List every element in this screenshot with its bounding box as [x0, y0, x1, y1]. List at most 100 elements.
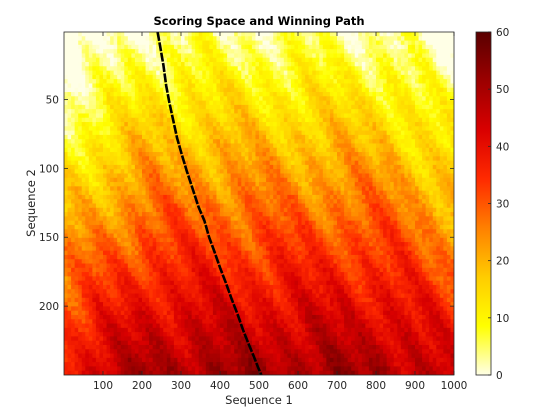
heatmap-cell — [74, 87, 79, 93]
heatmap-cell — [368, 207, 374, 213]
heatmap-cell — [262, 212, 267, 217]
heatmap-cell — [422, 109, 427, 115]
heatmap-cell — [78, 83, 83, 89]
heatmap-cell — [127, 126, 132, 132]
heatmap-cell — [195, 152, 200, 157]
heatmap-cell — [322, 212, 327, 217]
heatmap-cell — [390, 186, 395, 192]
heatmap-cell — [88, 186, 93, 192]
heatmap-cell — [251, 44, 257, 50]
heatmap-cell — [411, 216, 416, 222]
heatmap-cell — [202, 207, 207, 213]
heatmap-cell — [251, 182, 257, 187]
heatmap-cell — [383, 62, 388, 67]
heatmap-cell — [184, 32, 189, 37]
heatmap-cell — [439, 126, 444, 132]
heatmap-cell — [315, 79, 320, 85]
heatmap-cell — [127, 203, 132, 209]
heatmap-cell — [198, 160, 203, 166]
heatmap-cell — [294, 44, 299, 50]
heatmap-cell — [127, 160, 132, 166]
heatmap-cell — [120, 92, 125, 97]
heatmap-cell — [365, 44, 370, 50]
heatmap-cell — [354, 164, 359, 170]
heatmap-cell — [142, 32, 147, 37]
heatmap-cell — [85, 92, 90, 97]
heatmap-cell — [85, 32, 90, 37]
heatmap-cell — [407, 49, 413, 55]
heatmap-cell — [134, 74, 140, 80]
heatmap-cell — [329, 109, 335, 115]
heatmap-cell — [372, 36, 377, 42]
heatmap-cell — [397, 203, 402, 209]
heatmap-cell — [251, 212, 257, 217]
heatmap-cell — [156, 207, 161, 213]
heatmap-cell — [195, 74, 200, 80]
heatmap-cell — [422, 190, 427, 196]
heatmap-cell — [415, 49, 420, 55]
heatmap-cell — [305, 173, 310, 179]
heatmap-cell — [166, 62, 171, 67]
heatmap-cell — [124, 194, 129, 200]
heatmap-cell — [103, 117, 108, 123]
heatmap-cell — [383, 57, 388, 63]
heatmap-cell — [255, 164, 260, 170]
heatmap-cell — [383, 216, 388, 222]
heatmap-cell — [212, 169, 218, 175]
heatmap-cell — [145, 113, 150, 119]
heatmap-cell — [276, 66, 281, 72]
heatmap-cell — [361, 160, 366, 166]
heatmap-cell — [276, 177, 281, 183]
heatmap-cell — [280, 173, 285, 179]
heatmap-cell — [127, 122, 132, 127]
heatmap-cell — [404, 199, 409, 205]
heatmap-cell — [290, 87, 296, 93]
heatmap-cell — [223, 190, 228, 196]
heatmap-cell — [71, 126, 76, 132]
heatmap-cell — [404, 177, 409, 183]
heatmap-cell — [326, 74, 331, 80]
heatmap-cell — [149, 49, 154, 55]
heatmap-cell — [305, 83, 310, 89]
heatmap-cell — [439, 74, 444, 80]
heatmap-cell — [269, 92, 274, 97]
heatmap-cell — [103, 40, 108, 46]
heatmap-cell — [259, 182, 264, 187]
heatmap-cell — [450, 220, 454, 226]
heatmap-cell — [237, 169, 242, 175]
heatmap-cell — [407, 139, 413, 145]
heatmap-cell — [241, 109, 246, 115]
heatmap-cell — [152, 66, 157, 72]
heatmap-cell — [198, 126, 203, 132]
heatmap-cell — [361, 203, 366, 209]
heatmap-cell — [446, 62, 452, 67]
heatmap-cell — [106, 152, 111, 157]
heatmap-cell — [361, 134, 366, 140]
heatmap-cell — [429, 134, 434, 140]
heatmap-cell — [205, 66, 210, 72]
heatmap-cell — [78, 49, 83, 55]
heatmap-cell — [205, 156, 210, 162]
heatmap-cell — [110, 164, 115, 170]
heatmap-cell — [198, 74, 203, 80]
heatmap-cell — [92, 152, 97, 157]
heatmap-cell — [393, 177, 398, 183]
heatmap-cell — [276, 216, 281, 222]
heatmap-cell — [305, 70, 310, 76]
heatmap-cell — [92, 190, 97, 196]
heatmap-cell — [74, 49, 79, 55]
heatmap-cell — [308, 207, 313, 213]
heatmap-cell — [166, 164, 171, 170]
heatmap-cell — [234, 79, 239, 85]
heatmap-cell — [120, 220, 125, 226]
heatmap-cell — [117, 100, 122, 106]
heatmap-cell — [443, 53, 448, 59]
heatmap-cell — [397, 113, 402, 119]
heatmap-cell — [78, 70, 83, 76]
heatmap-cell — [159, 126, 164, 132]
heatmap-cell — [103, 104, 108, 110]
heatmap-cell — [227, 199, 232, 205]
heatmap-cell — [354, 134, 359, 140]
heatmap-cell — [390, 182, 395, 187]
heatmap-cell — [372, 186, 377, 192]
